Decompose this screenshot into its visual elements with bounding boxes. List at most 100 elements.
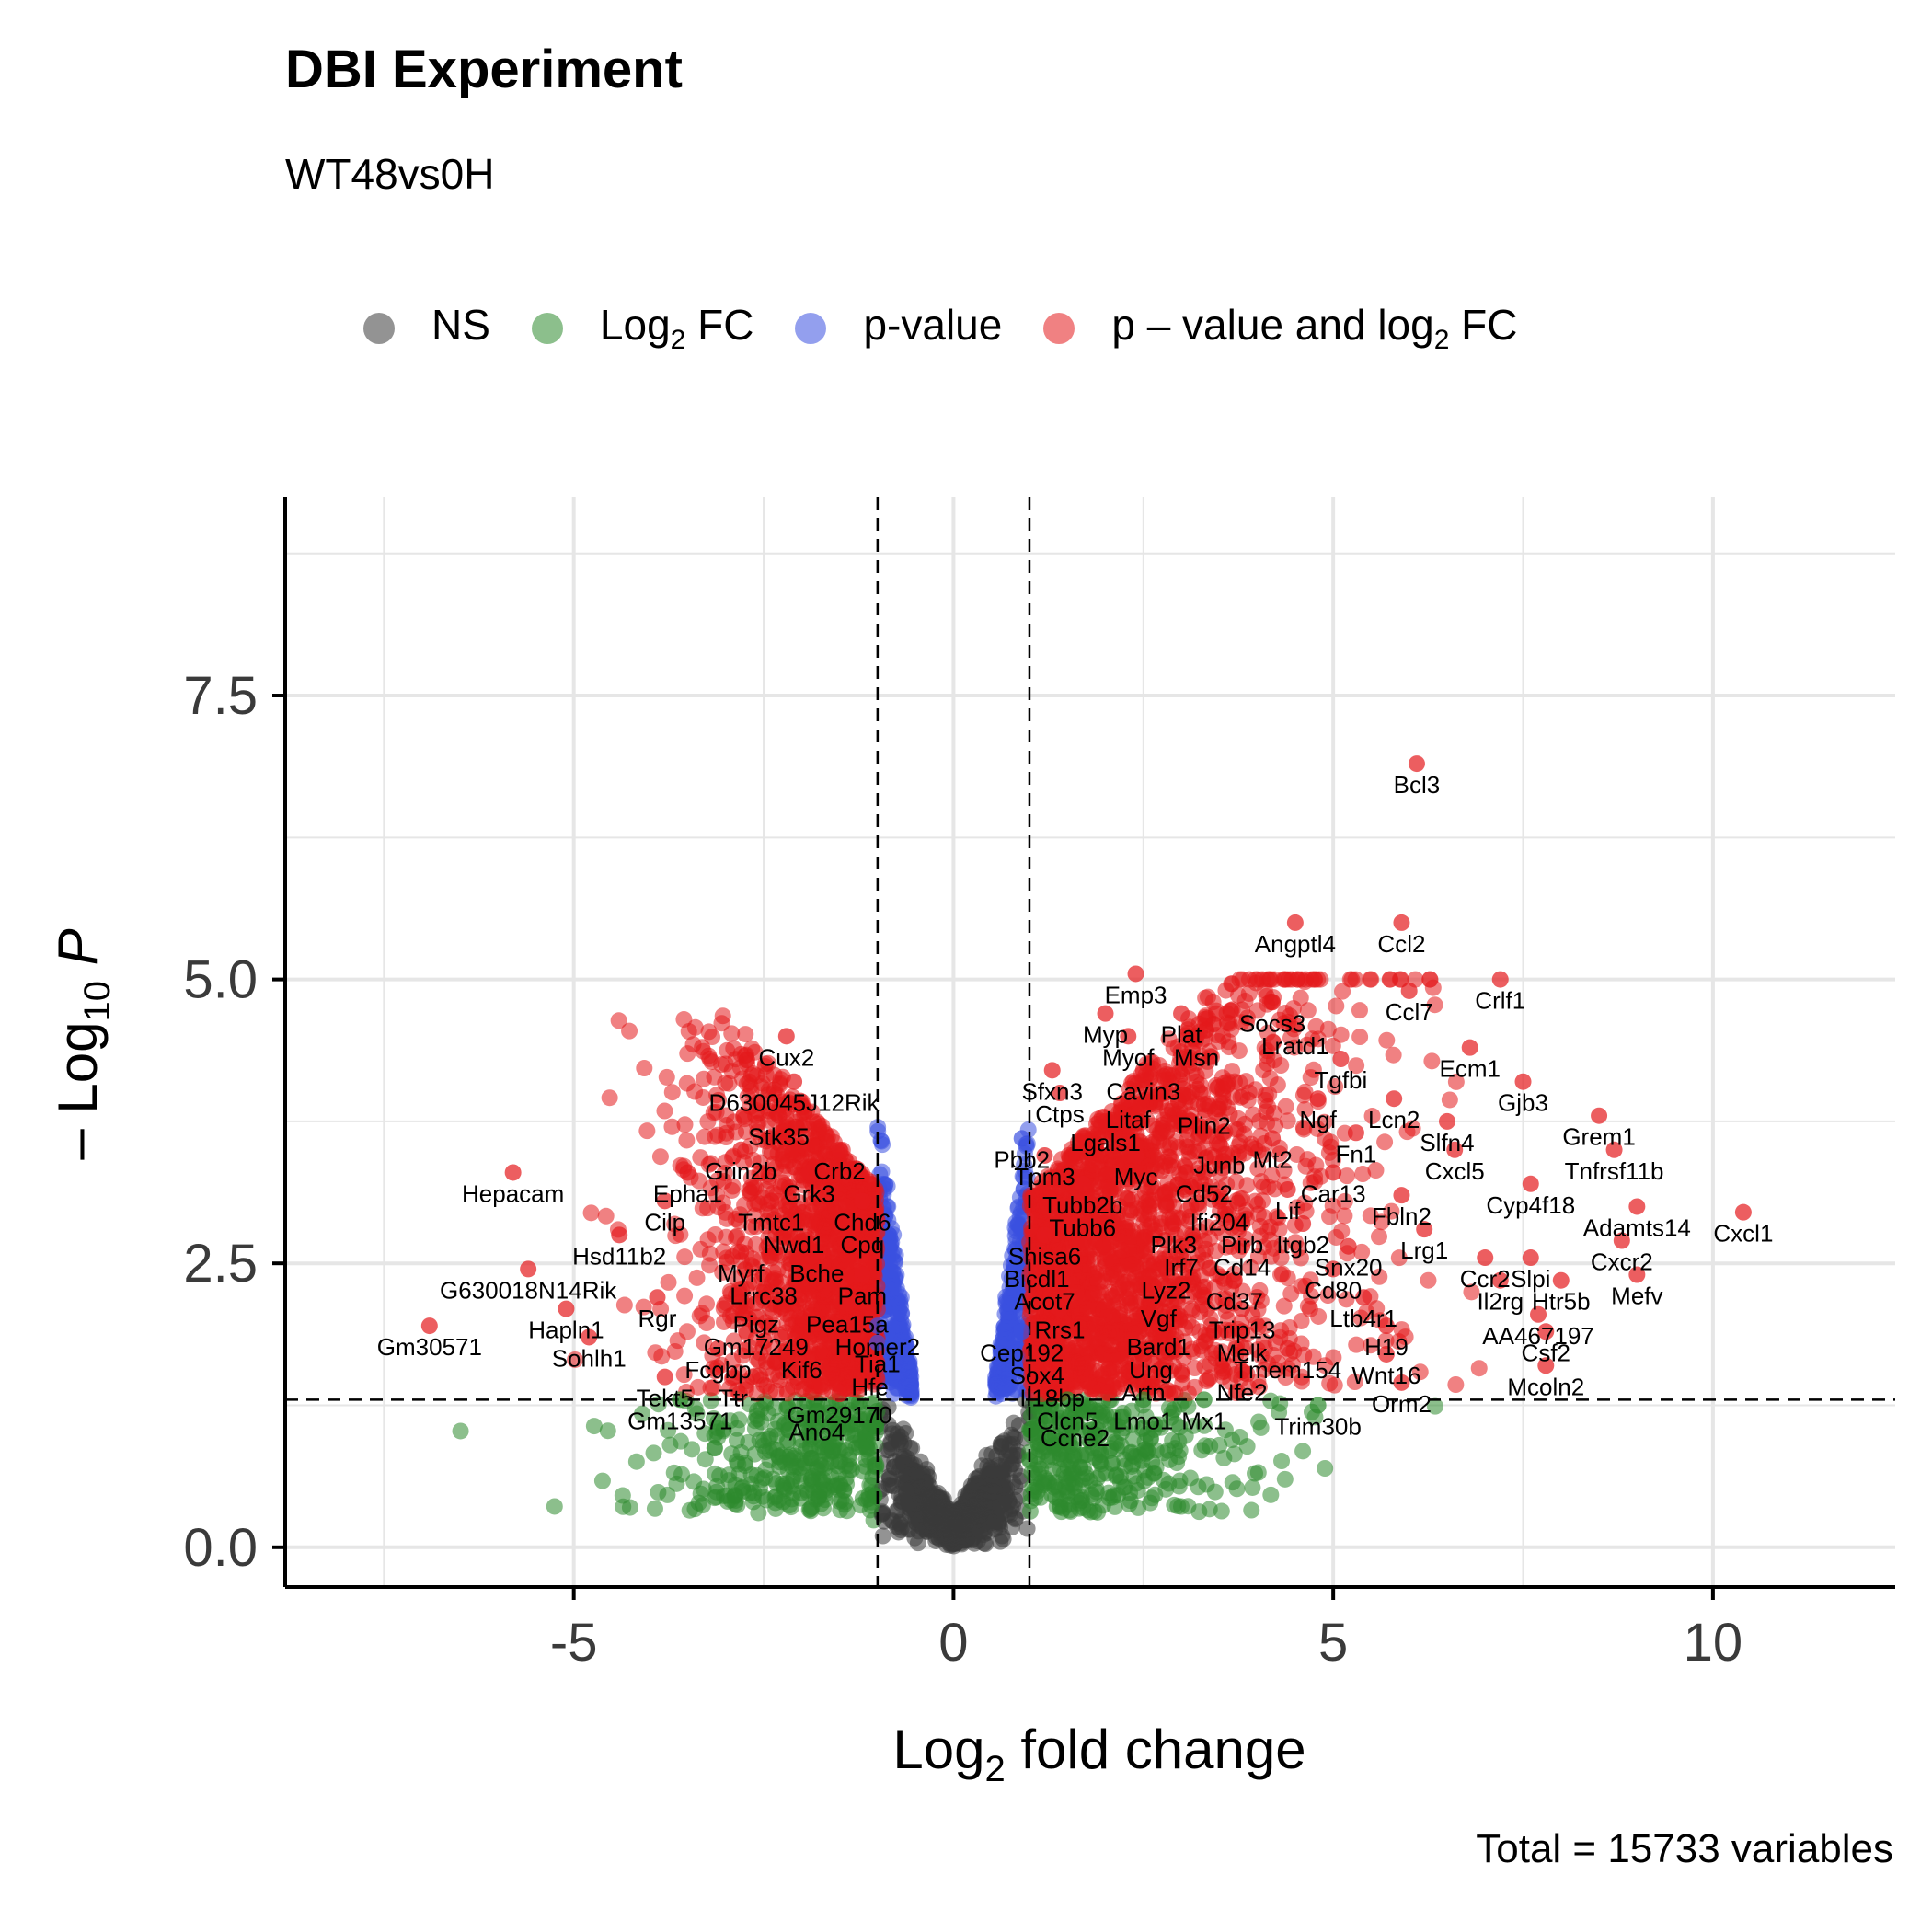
bg-point xyxy=(1317,1459,1334,1477)
bg-point xyxy=(1098,1406,1115,1423)
bg-point xyxy=(834,1404,852,1421)
bg-point xyxy=(1370,1228,1387,1246)
bg-point xyxy=(597,1207,615,1225)
bg-point xyxy=(1171,1472,1189,1489)
bg-point xyxy=(718,1228,735,1246)
bg-point xyxy=(1005,1429,1022,1446)
bg-point xyxy=(952,1515,970,1533)
bg-point xyxy=(627,1453,645,1470)
bg-point xyxy=(1121,1444,1139,1462)
bg-point xyxy=(879,1442,896,1459)
bg-point xyxy=(1470,1360,1488,1377)
bg-point xyxy=(621,1022,638,1040)
bg-point xyxy=(1447,1376,1465,1394)
bg-point xyxy=(676,1287,694,1305)
bg-point xyxy=(1107,1467,1124,1485)
bg-point xyxy=(1115,1478,1133,1496)
bg-point xyxy=(737,1046,754,1064)
bg-point xyxy=(684,1441,701,1458)
bg-point xyxy=(831,1492,848,1510)
bg-point xyxy=(658,1068,675,1086)
bg-point xyxy=(899,1378,916,1396)
bg-point xyxy=(869,1119,887,1136)
bg-point xyxy=(700,1023,718,1041)
bg-point xyxy=(679,1045,696,1063)
bg-point xyxy=(1247,1465,1264,1482)
bg-point xyxy=(1092,1466,1110,1483)
bg-point xyxy=(780,1415,798,1432)
bg-point xyxy=(914,1507,932,1524)
legend-log2fc-label: Log2 FC xyxy=(599,301,754,356)
bg-point xyxy=(1273,1453,1291,1470)
bg-point xyxy=(1103,1425,1121,1443)
bg-point xyxy=(1106,1498,1123,1515)
bg-point xyxy=(685,1473,703,1490)
bg-point xyxy=(678,1132,696,1149)
bg-point xyxy=(634,1405,651,1422)
bg-point xyxy=(645,1444,662,1462)
bg-point xyxy=(874,1527,891,1545)
bg-point xyxy=(660,1273,677,1291)
bg-point xyxy=(593,1472,611,1489)
bg-point xyxy=(998,1363,1016,1381)
legend-pvalue-dot xyxy=(795,313,827,344)
bg-point xyxy=(1142,1494,1159,1512)
legend-both-dot xyxy=(1043,313,1075,344)
bg-point xyxy=(646,1500,663,1517)
bg-point xyxy=(1351,1002,1368,1019)
bg-point xyxy=(1006,1227,1024,1245)
bg-point xyxy=(770,1491,788,1509)
bg-point xyxy=(1376,1133,1394,1151)
legend-item-ns: NS xyxy=(363,300,490,356)
bg-point xyxy=(837,1469,855,1487)
bg-point xyxy=(610,1012,627,1029)
legend-item-pvalue: p-value xyxy=(795,300,1002,356)
bg-point xyxy=(675,1011,693,1029)
bg-point xyxy=(1169,1498,1187,1515)
bg-point xyxy=(785,1467,802,1485)
bg-point xyxy=(601,1089,618,1107)
bg-point xyxy=(906,1529,924,1547)
bg-point xyxy=(1328,997,1345,1015)
bg-point xyxy=(1114,1404,1132,1421)
bg-point xyxy=(1243,1501,1260,1519)
bg-point xyxy=(1054,1500,1072,1517)
bg-point xyxy=(1091,1454,1109,1471)
bg-point xyxy=(796,1455,813,1472)
bg-point xyxy=(546,1498,563,1515)
bg-point xyxy=(984,1461,1002,1478)
bg-point xyxy=(1001,1311,1018,1328)
bg-point xyxy=(708,1478,726,1495)
bg-point xyxy=(893,1489,911,1506)
bg-point xyxy=(782,1499,799,1516)
bg-point xyxy=(1139,1443,1156,1461)
legend: NS Log2 FC p-value p – value and log2 FC xyxy=(363,296,1559,361)
bg-point xyxy=(1059,1458,1076,1476)
bg-point xyxy=(909,1471,926,1489)
bg-point xyxy=(1007,1382,1025,1399)
bg-point xyxy=(656,1102,673,1120)
bg-point xyxy=(1426,1397,1443,1415)
bg-point xyxy=(669,1332,686,1350)
bg-point xyxy=(988,1512,1006,1530)
bg-point xyxy=(717,1075,734,1092)
bg-point xyxy=(723,1025,741,1042)
bg-point xyxy=(1128,1475,1145,1492)
bg-point xyxy=(1124,1431,1142,1448)
bg-point xyxy=(653,1348,671,1365)
bg-point xyxy=(872,1132,890,1149)
bg-point xyxy=(822,1397,840,1415)
bg-point xyxy=(1231,1429,1248,1446)
bg-point xyxy=(1250,1413,1268,1431)
bg-point xyxy=(885,1323,903,1340)
bg-point xyxy=(582,1204,600,1222)
bg-point xyxy=(452,1422,469,1440)
legend-pvalue-label: p-value xyxy=(863,301,1003,350)
bg-point xyxy=(931,1489,949,1507)
bg-point xyxy=(665,1464,683,1481)
bg-point xyxy=(1004,1340,1021,1357)
bg-point xyxy=(1244,1478,1261,1496)
bg-point xyxy=(650,1483,667,1501)
bg-point xyxy=(883,1234,901,1251)
bg-point xyxy=(977,1535,995,1553)
